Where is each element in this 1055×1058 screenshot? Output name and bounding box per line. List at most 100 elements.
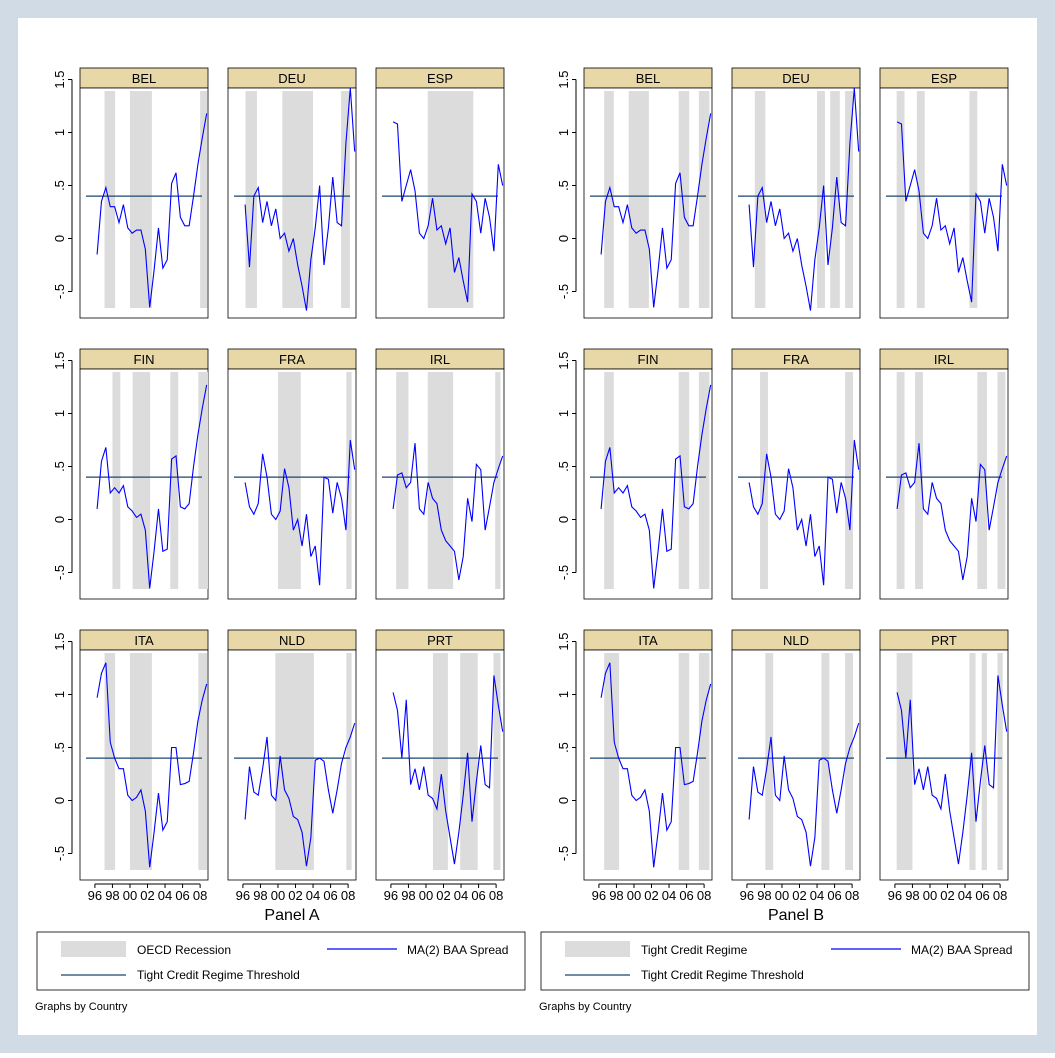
x-tick-label: 02: [792, 888, 806, 903]
y-tick-label: .5: [52, 742, 67, 753]
y-tick-label: .5: [556, 180, 571, 191]
shaded-region: [341, 91, 350, 308]
spread-line: [96, 113, 208, 308]
x-tick-label: 08: [697, 888, 711, 903]
spread-line: [244, 87, 356, 311]
facet-title: IRL: [430, 352, 450, 367]
shaded-region: [460, 653, 478, 870]
spread-line: [748, 87, 860, 311]
x-axis-title: Panel B: [768, 907, 824, 924]
spread-line: [748, 722, 860, 867]
y-tick-label: 0: [52, 797, 67, 804]
shaded-region: [896, 91, 905, 308]
shaded-region: [277, 372, 301, 589]
shaded-region: [245, 91, 257, 308]
plot-frame: [731, 87, 861, 319]
shaded-region: [346, 653, 352, 870]
y-tick-label: 0: [556, 797, 571, 804]
x-tick-label: 06: [679, 888, 693, 903]
x-tick-label: 00: [627, 888, 641, 903]
legend-label: Tight Credit Regime Threshold: [641, 968, 804, 982]
x-tick-label: 04: [454, 888, 468, 903]
shaded-region: [198, 653, 208, 870]
shaded-region: [104, 653, 116, 870]
legend-label: MA(2) BAA Spread: [407, 943, 508, 957]
facet-title: DEU: [782, 71, 809, 86]
shaded-region: [698, 91, 710, 308]
x-tick-label: 00: [123, 888, 137, 903]
spread-line: [392, 443, 504, 581]
y-tick-label: -.5: [52, 284, 67, 299]
x-tick-label: 02: [436, 888, 450, 903]
facet-title: BEL: [132, 71, 157, 86]
shaded-region: [112, 372, 121, 589]
x-tick-label: 98: [757, 888, 771, 903]
spread-line: [96, 384, 208, 589]
y-tick-label: 1.5: [52, 351, 67, 369]
facet-title: NLD: [279, 633, 305, 648]
x-tick-label: 08: [845, 888, 859, 903]
x-tick-label: 06: [323, 888, 337, 903]
shaded-region: [678, 91, 690, 308]
x-tick-label: 00: [923, 888, 937, 903]
x-tick-label: 02: [288, 888, 302, 903]
facet-title: ITA: [638, 633, 658, 648]
y-tick-label: .5: [556, 461, 571, 472]
note: Graphs by Country: [35, 1001, 128, 1013]
spread-line: [244, 439, 356, 586]
x-tick-label: 04: [958, 888, 972, 903]
shaded-region: [845, 372, 853, 589]
y-tick-label: 1: [556, 410, 571, 417]
shaded-region: [678, 653, 690, 870]
shaded-region: [604, 653, 620, 870]
shaded-region: [845, 653, 853, 870]
facet-title: FIN: [134, 352, 155, 367]
shaded-region: [427, 372, 454, 589]
x-tick-label: 00: [271, 888, 285, 903]
shaded-region: [198, 372, 208, 589]
shaded-region: [698, 653, 710, 870]
y-tick-label: 0: [52, 235, 67, 242]
shaded-region: [129, 91, 152, 308]
facet-title: PRT: [931, 633, 957, 648]
x-tick-label: 02: [644, 888, 658, 903]
facet-title: FRA: [279, 352, 305, 367]
spread-line: [392, 675, 504, 865]
facet-title: FRA: [783, 352, 809, 367]
shaded-region: [821, 653, 830, 870]
spread-line: [244, 722, 356, 867]
y-tick-label: 1: [556, 691, 571, 698]
shaded-region: [754, 91, 766, 308]
spread-line: [96, 662, 208, 868]
facet-title: PRT: [427, 633, 453, 648]
shaded-region: [604, 91, 614, 308]
shaded-region: [200, 91, 208, 308]
x-tick-label: 06: [827, 888, 841, 903]
plot-frame: [731, 368, 861, 600]
spread-line: [896, 443, 1008, 581]
legend-swatch-region: [565, 941, 630, 957]
shaded-region: [997, 653, 1003, 870]
x-tick-label: 08: [193, 888, 207, 903]
y-tick-label: 0: [556, 235, 571, 242]
facet-title: ITA: [134, 633, 154, 648]
shaded-region: [981, 653, 987, 870]
x-tick-label: 96: [236, 888, 250, 903]
y-tick-label: 0: [556, 516, 571, 523]
shaded-region: [604, 372, 614, 589]
y-tick-label: .5: [556, 742, 571, 753]
x-tick-label: 98: [609, 888, 623, 903]
shaded-region: [969, 91, 978, 308]
shaded-region: [765, 653, 774, 870]
x-tick-label: 06: [975, 888, 989, 903]
x-tick-label: 96: [888, 888, 902, 903]
shaded-region: [427, 91, 474, 308]
facet-title: ESP: [427, 71, 453, 86]
shaded-region: [432, 653, 448, 870]
x-tick-label: 98: [253, 888, 267, 903]
spread-line: [600, 662, 712, 868]
x-tick-label: 04: [158, 888, 172, 903]
x-tick-label: 96: [88, 888, 102, 903]
x-tick-label: 08: [993, 888, 1007, 903]
